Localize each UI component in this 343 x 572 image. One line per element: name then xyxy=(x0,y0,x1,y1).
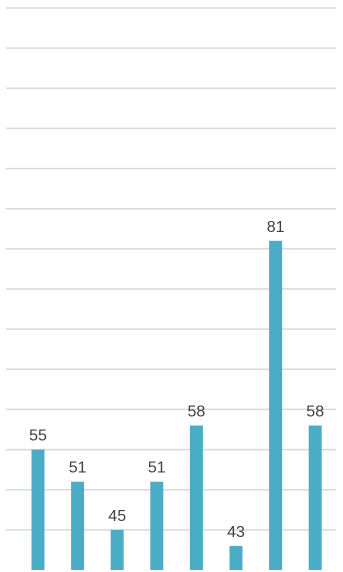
data-label: 45 xyxy=(108,508,126,525)
data-label: 81 xyxy=(267,219,285,236)
data-label: 55 xyxy=(29,428,47,445)
gridlines xyxy=(6,7,336,531)
data-label: 43 xyxy=(227,524,245,541)
bar xyxy=(229,545,243,570)
bar xyxy=(269,240,283,571)
bar xyxy=(189,425,203,570)
bar xyxy=(71,481,85,570)
bars xyxy=(31,240,322,571)
bar xyxy=(110,529,124,570)
bar xyxy=(31,449,45,570)
data-label: 58 xyxy=(188,404,206,421)
data-label: 58 xyxy=(306,404,324,421)
bar xyxy=(150,481,164,570)
data-label: 51 xyxy=(148,460,166,477)
data-label: 51 xyxy=(69,460,87,477)
data-labels: 55 51 45 51 58 43 81 58 xyxy=(29,219,324,541)
bar xyxy=(308,425,322,570)
